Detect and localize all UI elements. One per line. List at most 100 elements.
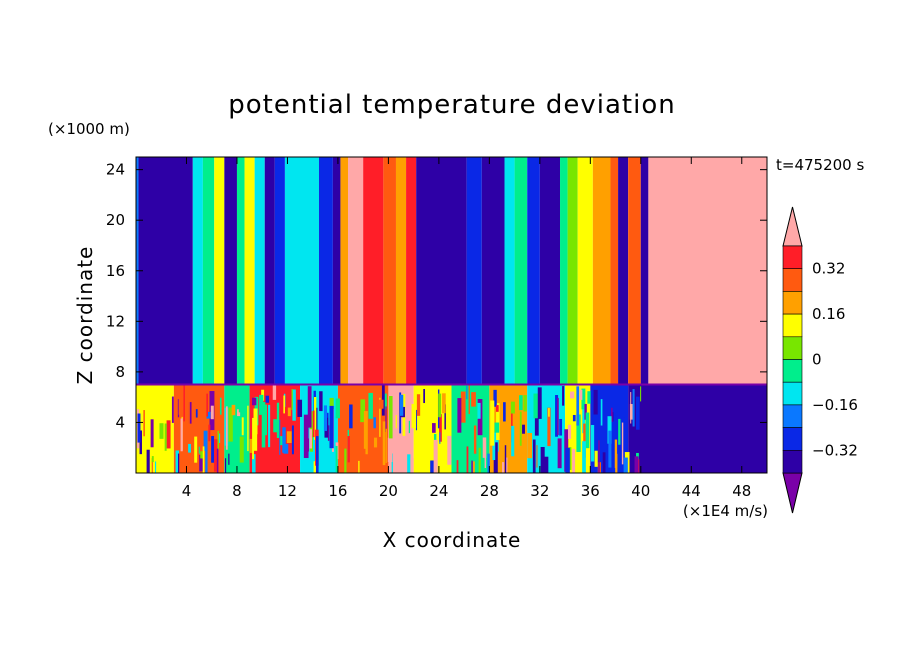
- texture-streak: [600, 399, 603, 426]
- texture-streak: [216, 448, 219, 473]
- x-tick-label: 44: [682, 482, 701, 500]
- colorbar-box: [782, 404, 803, 428]
- texture-streak: [582, 441, 586, 473]
- texture-streak: [303, 414, 309, 459]
- texture-streak: [252, 417, 254, 460]
- texture-streak: [614, 439, 618, 468]
- x-tick-label: 40: [631, 482, 650, 500]
- texture-streak: [225, 406, 228, 450]
- texture-streak: [164, 423, 167, 451]
- texture-streak: [206, 411, 211, 419]
- upper-band: [236, 157, 245, 385]
- texture-streak: [183, 385, 185, 422]
- x-tick-label: 36: [581, 482, 600, 500]
- chart-title: potential temperature deviation: [228, 90, 675, 120]
- upper-band: [348, 157, 364, 385]
- texture-streak: [607, 416, 612, 444]
- texture-streak: [171, 396, 174, 423]
- texture-streak: [198, 446, 200, 454]
- texture-streak: [519, 395, 523, 411]
- texture-streak: [466, 446, 469, 473]
- texture-streak: [598, 440, 600, 473]
- texture-streak: [611, 407, 613, 422]
- texture-streak: [511, 425, 515, 457]
- texture-streak: [139, 430, 142, 455]
- upper-band: [214, 157, 225, 385]
- texture-streak: [594, 450, 598, 467]
- texture-streak: [146, 449, 150, 473]
- texture-streak: [557, 438, 562, 469]
- texture-streak: [634, 456, 639, 473]
- texture-streak: [475, 397, 478, 444]
- time-label: t=475200 s: [776, 156, 864, 174]
- upper-band: [138, 157, 193, 385]
- upper-band: [610, 157, 619, 385]
- upper-band: [539, 157, 561, 385]
- texture-streak: [410, 457, 414, 473]
- texture-streak: [567, 424, 572, 439]
- texture-streak: [239, 436, 244, 463]
- texture-streak: [442, 393, 446, 414]
- texture-streak: [379, 397, 381, 437]
- texture-streak: [496, 403, 500, 441]
- texture-streak: [570, 391, 575, 399]
- texture-streak: [368, 392, 373, 419]
- texture-streak: [151, 456, 154, 463]
- texture-streak: [252, 397, 257, 406]
- colorbar-box: [782, 449, 803, 474]
- texture-streak: [490, 400, 495, 446]
- texture-streak: [249, 438, 254, 453]
- texture-streak: [447, 435, 452, 465]
- texture-streak: [494, 422, 500, 433]
- upper-band: [224, 157, 237, 385]
- texture-streak: [320, 462, 322, 473]
- texture-streak: [540, 446, 545, 473]
- texture-streak: [499, 453, 503, 473]
- upper-band: [640, 157, 649, 385]
- texture-streak: [323, 405, 328, 431]
- texture-streak: [630, 392, 632, 424]
- texture-streak: [292, 389, 296, 421]
- texture-streak: [219, 433, 221, 443]
- texture-streak: [203, 430, 208, 473]
- y-tick-label: 24: [106, 161, 125, 179]
- texture-streak: [536, 445, 538, 468]
- texture-streak: [522, 424, 525, 434]
- texture-streak: [557, 397, 559, 436]
- texture-streak: [438, 393, 442, 418]
- upper-band: [274, 157, 285, 385]
- texture-streak: [329, 405, 334, 449]
- texture-streak: [534, 406, 539, 436]
- texture-streak: [330, 438, 336, 473]
- texture-streak: [389, 396, 393, 439]
- texture-streak: [572, 414, 576, 422]
- texture-streak: [559, 418, 563, 436]
- texture-streak: [608, 430, 612, 468]
- colorbar-tick-label: 0: [812, 351, 822, 369]
- upper-band: [560, 157, 568, 385]
- texture-streak: [523, 395, 527, 412]
- texture-streak: [623, 457, 628, 473]
- texture-streak: [415, 409, 418, 431]
- texture-streak: [286, 431, 292, 443]
- texture-streak: [237, 409, 241, 417]
- texture-streak: [432, 423, 436, 433]
- texture-streak: [279, 419, 281, 455]
- texture-streak: [612, 412, 614, 422]
- texture-streak: [493, 389, 497, 407]
- texture-streak: [363, 411, 368, 455]
- texture-streak: [241, 417, 244, 436]
- texture-streak: [456, 460, 459, 473]
- texture-streak: [211, 436, 215, 463]
- texture-streak: [504, 445, 507, 473]
- upper-band: [481, 157, 505, 385]
- texture-streak: [623, 417, 625, 445]
- texture-streak: [137, 413, 141, 443]
- x-tick-label: 4: [182, 482, 192, 500]
- texture-streak: [219, 397, 222, 415]
- texture-streak: [478, 447, 481, 473]
- x-tick-label: 20: [379, 482, 398, 500]
- lower-band: [628, 384, 767, 473]
- texture-streak: [568, 447, 572, 470]
- texture-streak: [358, 460, 360, 473]
